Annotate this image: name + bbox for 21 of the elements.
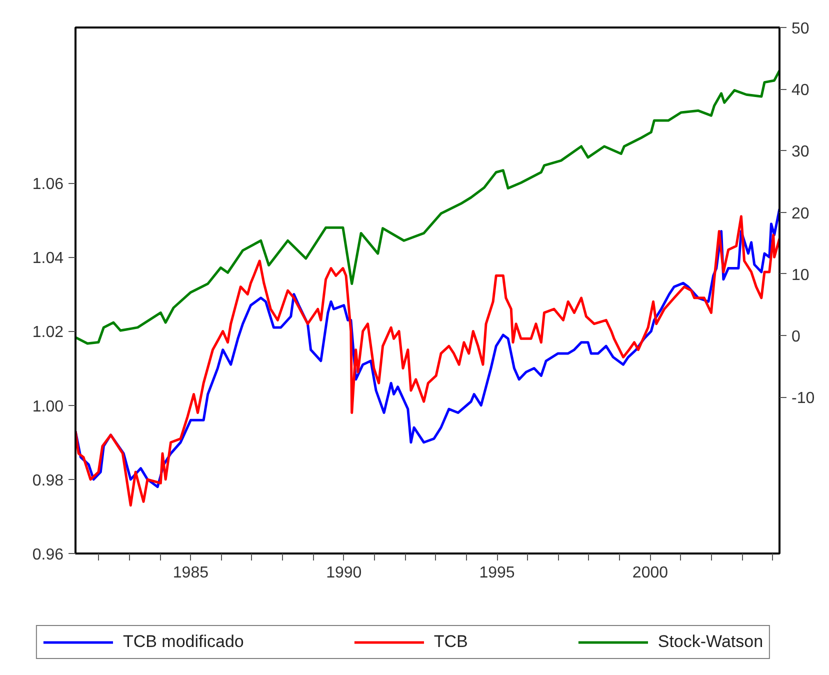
y-tick-label: 1.02: [32, 324, 64, 342]
legend-label: TCB modificado: [122, 632, 244, 652]
x-tick-label: 1990: [326, 564, 362, 582]
legend-label: Stock-Watson: [658, 632, 764, 652]
legend-label: TCB: [434, 632, 468, 652]
y-tick-label: 1.06: [32, 176, 64, 194]
y2-tick-label: 10: [792, 266, 810, 284]
y2-tick-label: 50: [792, 20, 810, 38]
y-tick-label: 1.04: [32, 250, 64, 268]
y-tick-label: 0.96: [32, 546, 64, 564]
y-tick-label: 1.00: [32, 398, 64, 416]
y-tick-label: 0.98: [32, 472, 64, 490]
y2-tick-label: 0: [792, 328, 800, 346]
line-series: [76, 69, 780, 345]
x-tick-label: 1995: [479, 564, 515, 582]
y2-tick-label: 20: [792, 205, 810, 222]
x-tick-label: 1985: [172, 564, 209, 582]
x-tick-label: 2000: [632, 564, 668, 582]
y2-tick-label: 40: [792, 82, 810, 100]
y2-tick-label: -10: [792, 390, 815, 408]
y2-tick-label: 30: [792, 144, 810, 161]
